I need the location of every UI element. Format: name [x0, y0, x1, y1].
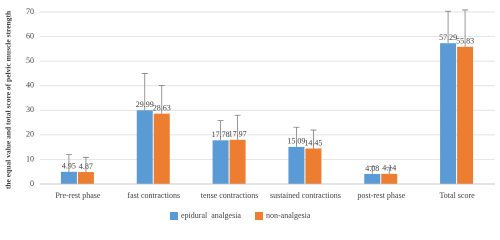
error-bar: [386, 167, 393, 174]
data-label: 15.09: [287, 137, 305, 146]
y-tick-label: 30: [26, 105, 34, 114]
data-label: 28.63: [153, 103, 171, 112]
legend-swatch: [170, 212, 178, 220]
error-bar: [462, 9, 469, 47]
bar: [212, 140, 229, 184]
y-tick-label: 10: [26, 154, 34, 163]
error-bar: [293, 126, 300, 147]
bar: [288, 146, 305, 184]
error-bar: [445, 10, 452, 44]
x-tick-label: fast contractions: [127, 191, 180, 200]
bar: [77, 172, 94, 184]
y-tick-label: 70: [26, 7, 34, 16]
bar: [305, 148, 322, 184]
data-label: 55.83: [456, 37, 474, 46]
x-tick-label: sustained contractions: [270, 191, 341, 200]
y-tick-label: 20: [26, 130, 34, 139]
error-bar: [369, 166, 376, 174]
y-axis-label: the equal value and total score of pelvi…: [4, 10, 13, 189]
data-label: 17.78: [212, 130, 230, 139]
error-bar: [82, 156, 89, 173]
legend-label: non-analgesia: [266, 211, 311, 220]
x-tick-label: post-rest phase: [357, 191, 405, 200]
legend-swatch: [254, 212, 263, 220]
data-label: 4.14: [382, 164, 396, 173]
x-tick-label: tense contractions: [201, 191, 259, 200]
y-tick-label: 0: [30, 179, 34, 188]
error-bar: [234, 114, 241, 140]
data-label: 17.97: [229, 130, 247, 139]
x-tick-label: Total score: [439, 191, 475, 200]
error-bar: [310, 129, 317, 149]
bar: [60, 171, 77, 184]
bar: [136, 110, 153, 184]
error-bar: [158, 84, 165, 114]
data-label: 29.99: [136, 100, 154, 109]
error-bar: [141, 73, 148, 111]
bar: [229, 139, 246, 184]
chart: the equal value and total score of pelvi…: [4, 7, 495, 220]
bar: [457, 46, 474, 184]
data-label: 57.29: [439, 33, 457, 42]
error-bar: [217, 120, 224, 141]
bar: [381, 173, 398, 184]
data-label: 4.08: [365, 164, 379, 173]
legend-label: epidural analgesia: [181, 211, 241, 220]
y-tick-label: 50: [26, 56, 34, 65]
y-tick-label: 60: [26, 31, 34, 40]
bar: [364, 173, 381, 184]
bar: [153, 113, 170, 184]
data-label: 4.95: [62, 162, 76, 171]
x-tick-label: Pre-rest phase: [55, 191, 101, 200]
bar: [440, 43, 457, 184]
data-label: 4.87: [79, 162, 93, 171]
y-tick-label: 40: [26, 81, 34, 90]
error-bar: [65, 154, 72, 172]
data-label: 14.45: [304, 138, 322, 147]
